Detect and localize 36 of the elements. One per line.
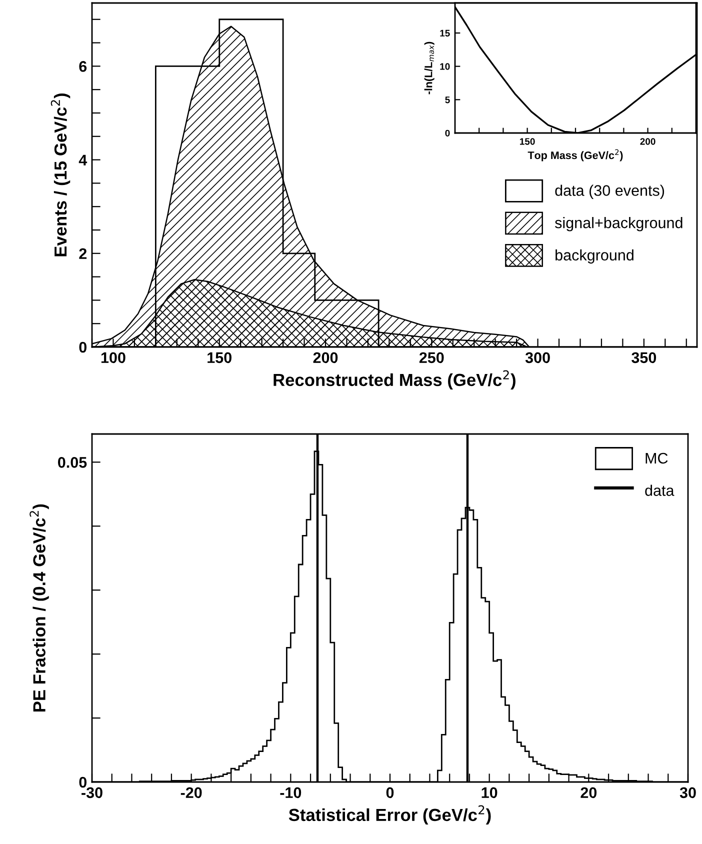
x-tick-label: 200 [313, 352, 338, 364]
y-tick-label: 0.05 [58, 457, 87, 468]
x-tick-label: 20 [580, 787, 597, 798]
y-axis-title: Events / (15 GeV/c$^{2}$) [50, 94, 70, 256]
y-tick-label: 10 [440, 63, 450, 70]
y-tick-label: 4 [78, 154, 88, 166]
y-tick-label: 0 [79, 342, 87, 353]
legend-label: background [556, 249, 634, 264]
y-tick-label: 15 [440, 30, 450, 37]
x-tick-label: 300 [525, 352, 550, 364]
x-tick-label: 200 [640, 138, 656, 145]
x-tick-label: 30 [680, 787, 696, 798]
y-tick-label: 5 [445, 96, 450, 104]
x-axis-title: Reconstructed Mass (GeV/c$^{2}$) [274, 370, 516, 390]
y-axis-title: -ln(L/L$_{max}$) [424, 42, 434, 94]
x-tick-label: 150 [520, 138, 535, 145]
y-axis-title: PE Fraction / (0.4 GeV/c$^{2}$) [30, 504, 49, 712]
x-tick-label: 350 [632, 352, 656, 364]
y-tick-label: 6 [79, 61, 87, 72]
x-tick-label: 250 [419, 352, 444, 364]
x-tick-label: -30 [82, 787, 102, 798]
annotation: data [645, 484, 674, 496]
x-tick-label: -10 [280, 787, 302, 798]
x-axis-title: Top Mass (GeV/c$^{2}$) [528, 149, 623, 162]
y-tick-label: 2 [79, 248, 87, 259]
legend-label: MC [646, 452, 668, 464]
x-tick-label: -20 [180, 787, 202, 798]
x-tick-label: 10 [482, 787, 498, 798]
x-tick-label: 0 [386, 787, 394, 798]
x-tick-label: 150 [208, 352, 232, 364]
y-tick-label: 0 [79, 776, 87, 788]
legend-label: signal+background [555, 217, 682, 232]
x-axis-title: Statistical Error (GeV/c$^{2}$) [288, 805, 491, 825]
y-tick-label: 0 [445, 130, 450, 137]
legend-label: data (30 events) [555, 184, 664, 199]
x-tick-label: 100 [101, 352, 126, 364]
